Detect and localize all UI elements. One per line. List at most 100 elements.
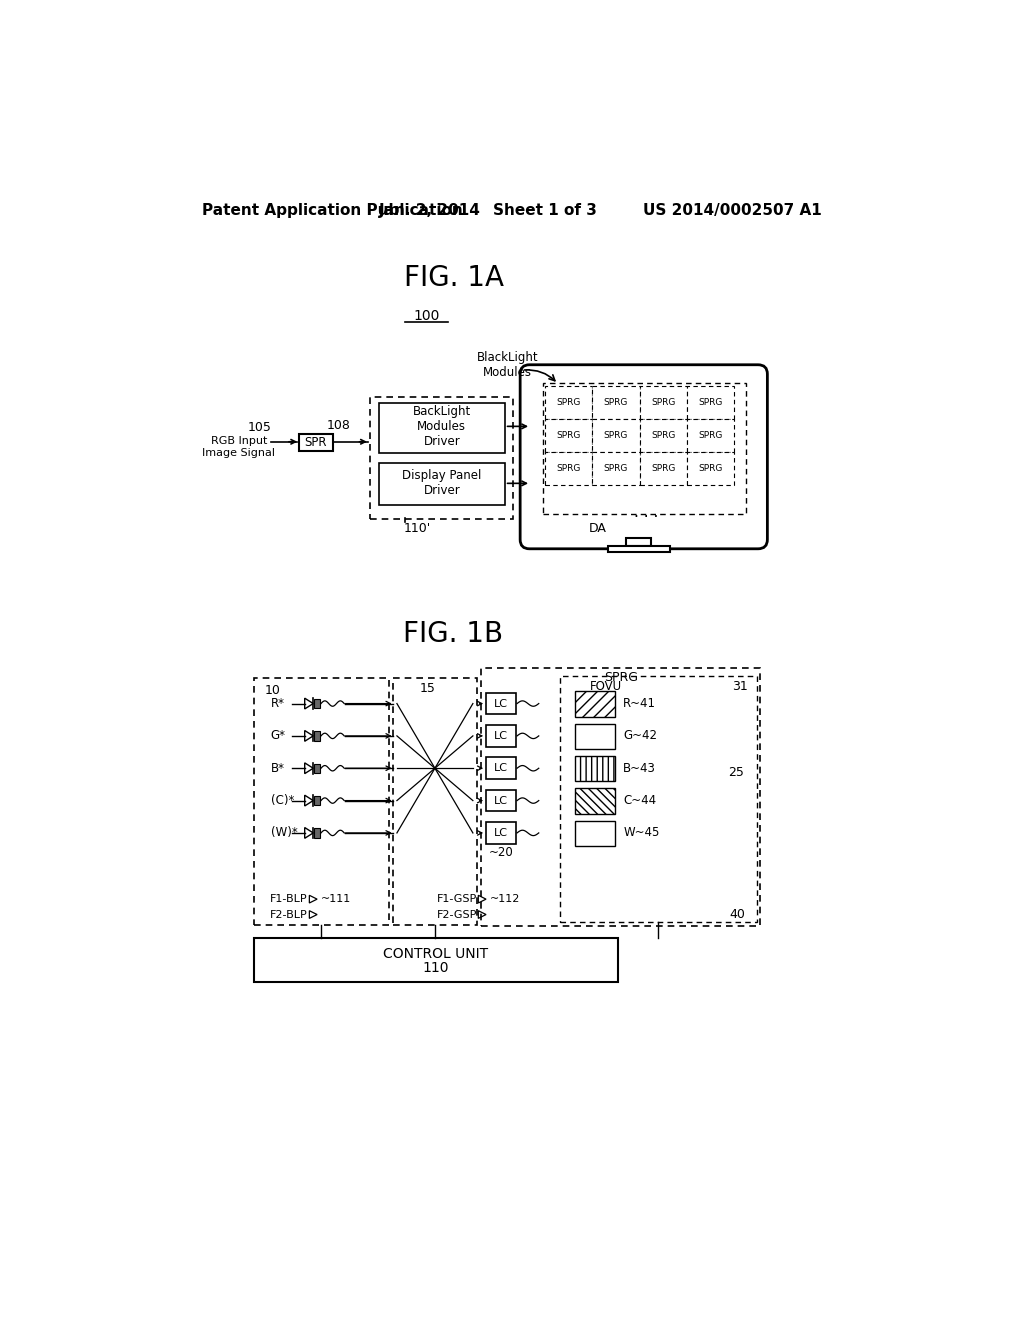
Bar [486, 693, 515, 714]
Text: B*: B* [270, 762, 285, 775]
Bar [545, 418, 592, 451]
Bar [254, 678, 389, 924]
Text: LC: LC [494, 763, 508, 774]
Text: SPRG: SPRG [651, 430, 675, 440]
Bar [640, 385, 687, 418]
Text: FIG. 1B: FIG. 1B [403, 620, 504, 648]
Text: LC: LC [494, 828, 508, 838]
Text: 40: 40 [729, 908, 745, 921]
Text: C~44: C~44 [624, 795, 656, 807]
Text: R*: R* [270, 697, 285, 710]
Text: BackLight
Modules
Driver: BackLight Modules Driver [413, 405, 471, 447]
Bar [314, 731, 321, 741]
Bar [575, 788, 615, 813]
Text: F1-BLP: F1-BLP [270, 894, 308, 904]
Text: ~111: ~111 [321, 894, 351, 904]
Bar [607, 545, 670, 552]
Text: FOVU: FOVU [590, 680, 623, 693]
Bar [640, 418, 687, 451]
Text: Jan. 2, 2014: Jan. 2, 2014 [379, 203, 481, 218]
Text: SPRG: SPRG [604, 397, 628, 407]
Bar [314, 700, 321, 708]
Bar [393, 678, 477, 924]
Bar [575, 723, 615, 748]
Text: Sheet 1 of 3: Sheet 1 of 3 [493, 203, 597, 218]
Bar [486, 725, 515, 747]
Text: SPRG: SPRG [604, 463, 628, 473]
Text: CONTROL UNIT: CONTROL UNIT [383, 946, 488, 961]
Text: 110': 110' [403, 521, 431, 535]
Text: G~42: G~42 [624, 730, 657, 742]
Bar [379, 404, 505, 453]
Bar [314, 763, 321, 774]
Bar [687, 451, 734, 484]
Bar [379, 462, 505, 506]
Text: F1-GSP: F1-GSP [436, 894, 477, 904]
Text: US 2014/0002507 A1: US 2014/0002507 A1 [643, 203, 822, 218]
Text: 100: 100 [414, 309, 439, 323]
Text: G*: G* [270, 730, 286, 742]
Text: (C)*: (C)* [270, 795, 294, 807]
Text: . . .: . . . [634, 506, 657, 520]
Bar [592, 451, 640, 484]
Bar [545, 385, 592, 418]
Text: LC: LC [494, 698, 508, 709]
Text: B~43: B~43 [624, 762, 656, 775]
Text: 110: 110 [423, 961, 449, 974]
Text: W~45: W~45 [624, 826, 659, 840]
Bar [486, 758, 515, 779]
Text: 10: 10 [264, 684, 281, 697]
Text: LC: LC [494, 731, 508, 741]
Bar [486, 822, 515, 843]
Text: ~20: ~20 [488, 846, 513, 859]
Text: (W)*: (W)* [270, 826, 297, 840]
Text: 15: 15 [420, 682, 436, 696]
Bar [592, 385, 640, 418]
Bar [314, 829, 321, 838]
Text: 31: 31 [732, 680, 749, 693]
Bar [560, 676, 758, 923]
Bar [575, 821, 615, 846]
FancyBboxPatch shape [520, 364, 767, 549]
Text: SPRG: SPRG [556, 463, 581, 473]
Text: SPRG: SPRG [556, 430, 581, 440]
Text: DA: DA [589, 521, 606, 535]
Text: SPRG: SPRG [651, 397, 675, 407]
Text: 108: 108 [327, 418, 351, 432]
Text: FIG. 1A: FIG. 1A [403, 264, 504, 292]
Bar [545, 451, 592, 484]
Bar [370, 397, 513, 519]
Text: RGB Input
Image Signal: RGB Input Image Signal [203, 437, 275, 458]
Text: Display Panel
Driver: Display Panel Driver [402, 470, 481, 498]
Text: 25: 25 [728, 766, 743, 779]
Text: SPR: SPR [304, 436, 327, 449]
Text: SPRG: SPRG [604, 671, 638, 684]
Text: 105: 105 [248, 421, 272, 434]
Bar [486, 789, 515, 812]
Bar [592, 418, 640, 451]
Text: SPRG: SPRG [556, 397, 581, 407]
Bar [314, 796, 321, 805]
Bar [299, 434, 333, 451]
Text: LC: LC [494, 796, 508, 805]
Text: Patent Application Publication: Patent Application Publication [202, 203, 463, 218]
Bar [687, 418, 734, 451]
Bar [575, 692, 615, 717]
Text: SPRG: SPRG [698, 463, 723, 473]
Text: SPRG: SPRG [651, 463, 675, 473]
Text: F2-BLP: F2-BLP [270, 909, 308, 920]
Text: ~112: ~112 [489, 894, 520, 904]
Bar [687, 385, 734, 418]
Text: SPRG: SPRG [698, 430, 723, 440]
Bar [627, 539, 651, 545]
Text: R~41: R~41 [624, 697, 656, 710]
Text: SPRG: SPRG [698, 397, 723, 407]
Bar [544, 383, 746, 515]
Bar [575, 756, 615, 781]
Text: F2-GSP: F2-GSP [436, 909, 477, 920]
Bar [481, 668, 761, 927]
Bar [640, 451, 687, 484]
Text: SPRG: SPRG [604, 430, 628, 440]
Text: BlackLight
Modules: BlackLight Modules [477, 351, 539, 379]
Bar [254, 939, 617, 982]
